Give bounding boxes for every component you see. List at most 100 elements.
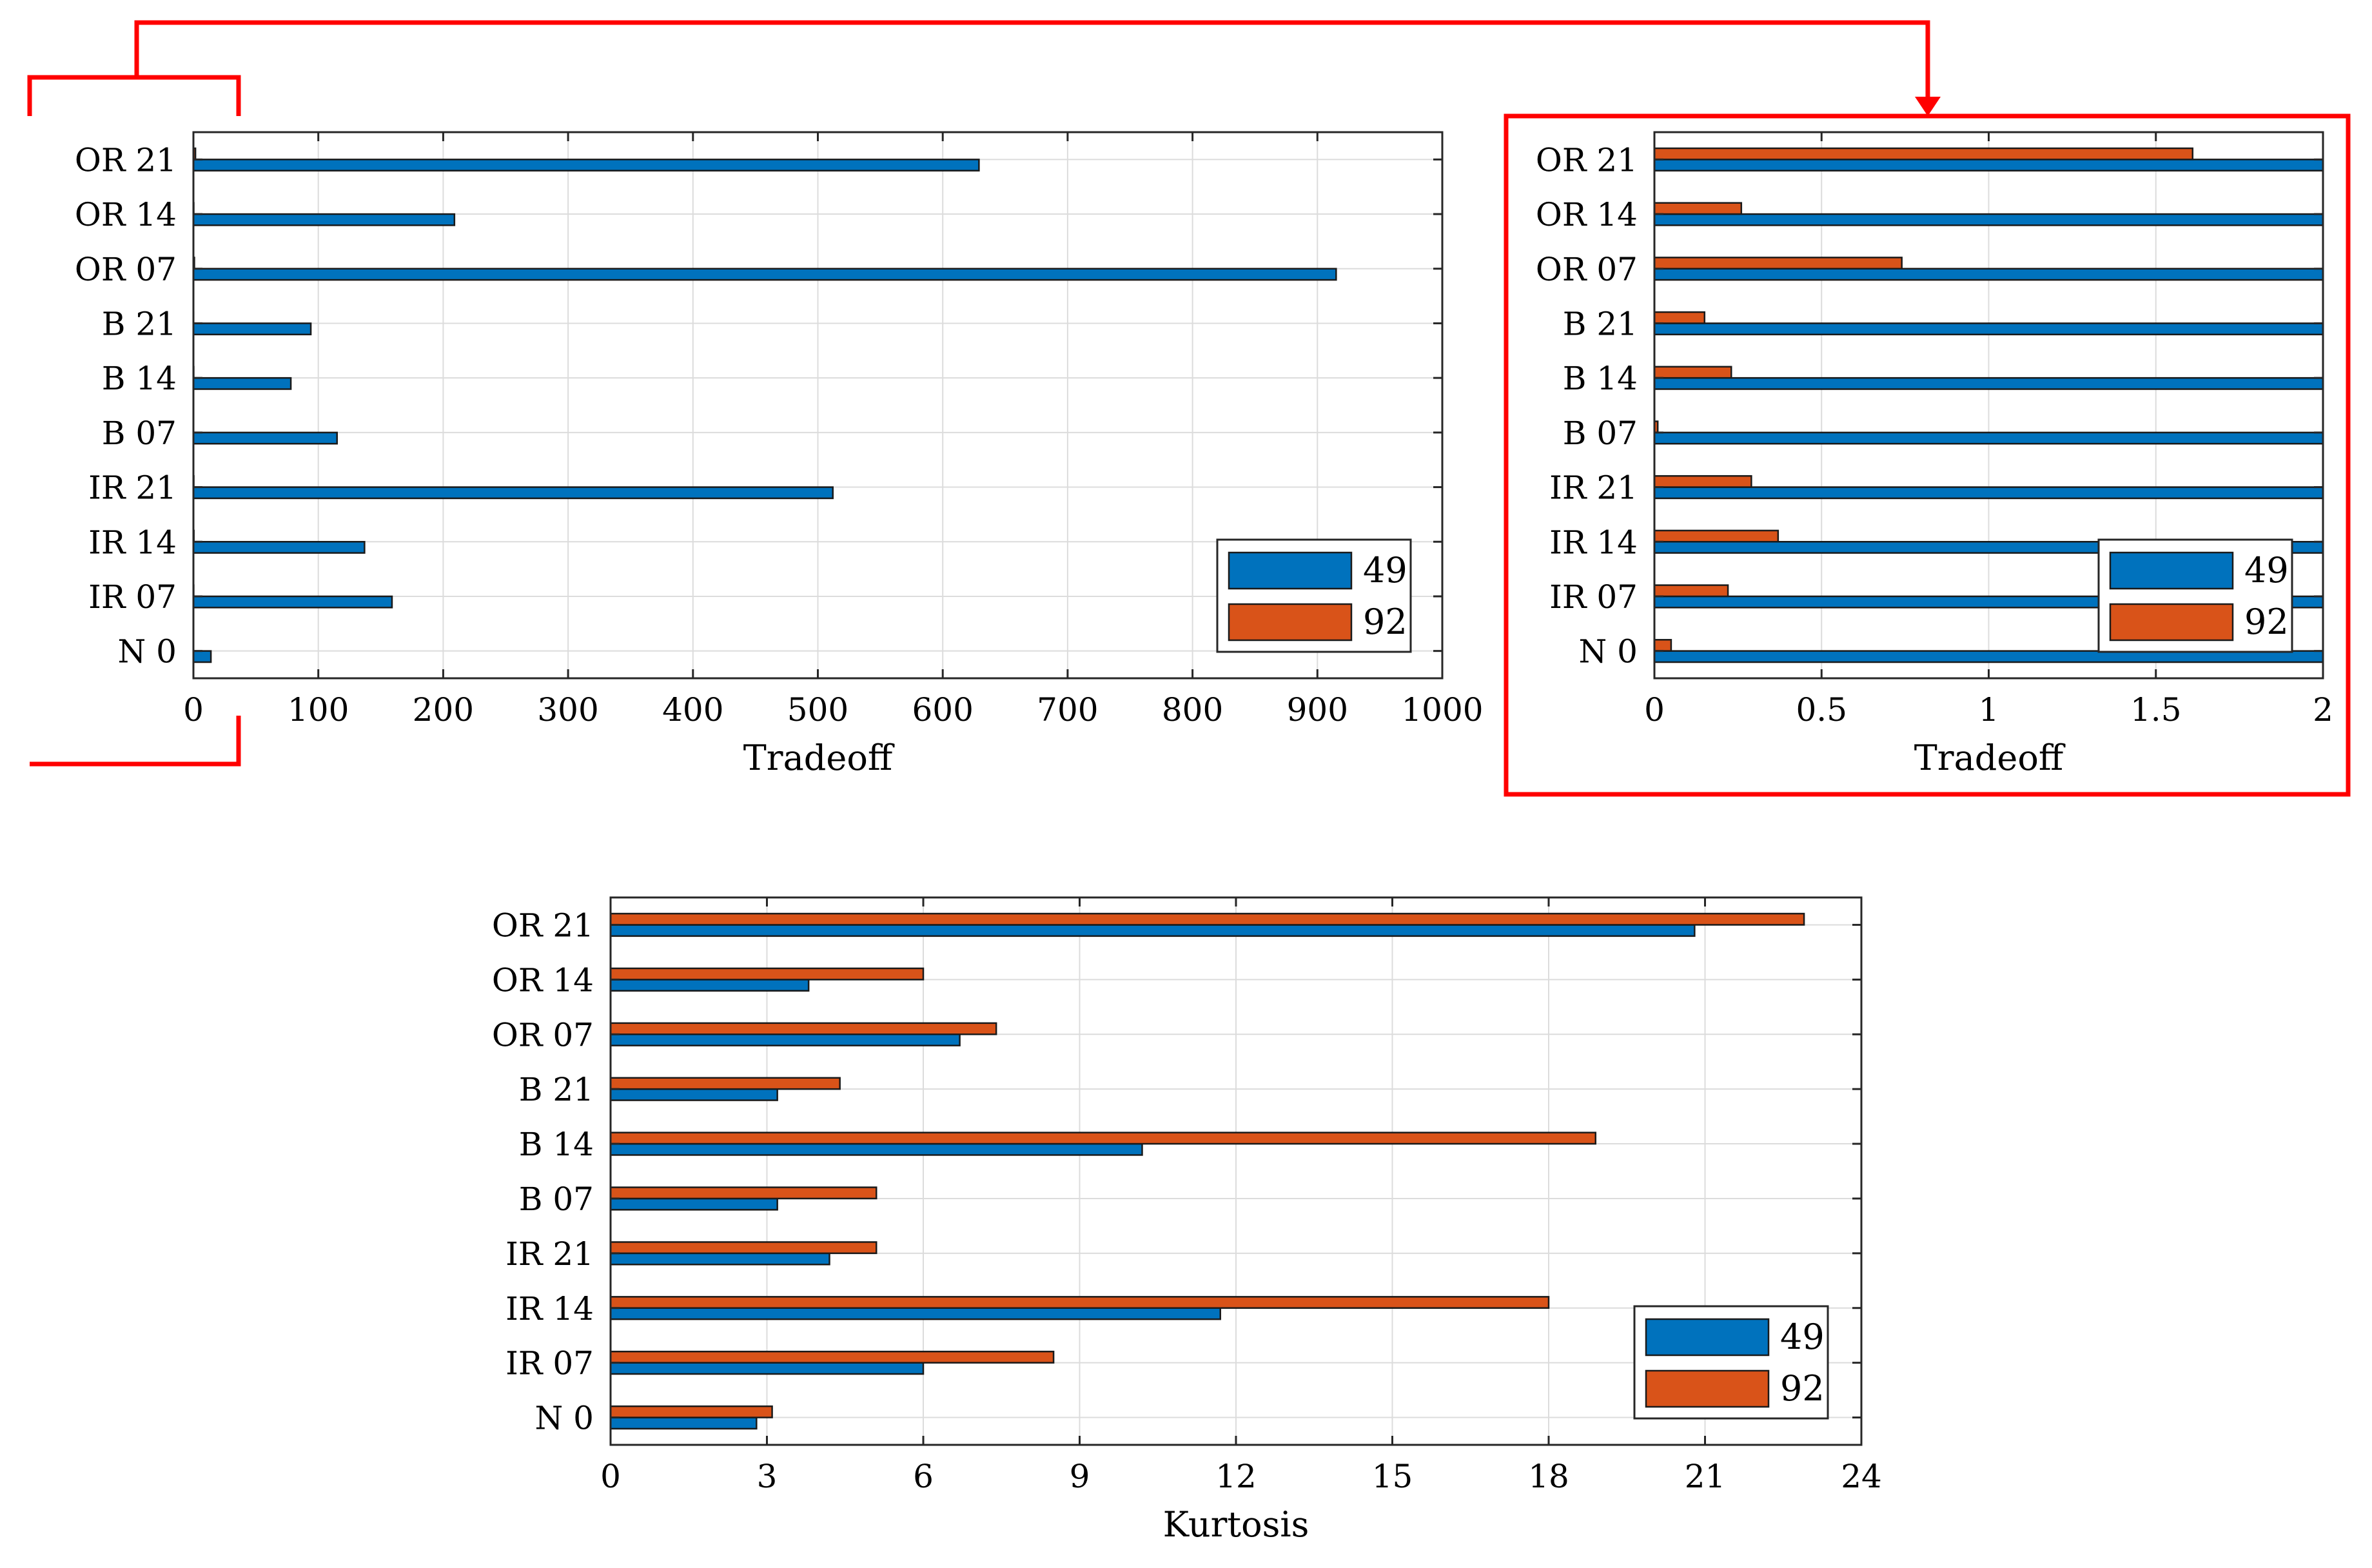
bar-49-B-21 [193,323,311,334]
bar-92-B-21 [611,1078,840,1089]
x-tick-label: 1.5 [2130,691,2182,729]
bar-49-B-07 [611,1199,778,1210]
y-tick-label: B 07 [519,1181,594,1218]
y-tick-label: B 14 [1563,360,1638,397]
bar-92-IR-21 [611,1242,876,1253]
bar-49-B-14 [1654,378,2323,389]
y-tick-label: OR 14 [1536,196,1638,233]
bar-92-OR-14 [611,968,923,979]
bar-92-N-0 [611,1406,772,1417]
legend-swatch-49 [2110,553,2233,589]
bar-49-OR-07 [193,269,1336,280]
x-tick-label: 0 [1644,691,1665,729]
bar-92-IR-14 [611,1297,1549,1308]
y-tick-label: IR 14 [1549,524,1638,561]
x-tick-label: 9 [1070,1458,1090,1495]
bar-49-OR-14 [611,979,809,990]
y-tick-label: B 14 [102,360,177,397]
y-tick-label: OR 21 [1536,141,1638,179]
bar-49-IR-14 [193,542,364,553]
y-tick-label: B 14 [519,1126,594,1163]
x-tick-label: 300 [537,691,598,729]
bar-92-IR-07 [1654,585,1728,596]
bar-49-B-07 [1654,433,2323,444]
legend-label-92: 92 [1363,602,1407,642]
bar-49-OR-07 [1654,269,2323,280]
bar-92-OR-21 [611,914,1804,925]
x-tick-label: 700 [1037,691,1098,729]
bar-92-OR-21 [1654,148,2193,159]
legend-label-92: 92 [1780,1368,1825,1409]
y-tick-label: IR 14 [88,524,177,561]
zoom-bracket-top [30,77,239,116]
y-tick-label: IR 21 [88,469,177,507]
bar-49-B-21 [611,1089,778,1100]
legend-label-49: 49 [2244,550,2289,591]
y-tick-label: OR 14 [75,196,177,233]
bar-49-B-14 [193,378,291,389]
bar-92-B-21 [1654,312,1705,323]
y-tick-label: B 07 [102,415,177,452]
legend-swatch-92 [2110,604,2233,640]
y-tick-label: IR 14 [505,1290,594,1328]
y-tick-label: IR 07 [505,1345,594,1382]
y-tick-label: B 21 [102,305,177,342]
bar-49-N-0 [193,651,211,662]
y-tick-label: B 21 [519,1071,594,1108]
y-tick-label: B 21 [1563,305,1638,342]
bar-92-N-0 [1654,640,1671,651]
bar-49-B-07 [193,433,337,444]
x-axis-label: Tradeoff [743,738,895,778]
x-tick-label: 100 [288,691,349,729]
bar-49-OR-21 [193,159,979,170]
y-tick-label: IR 21 [1549,469,1638,507]
x-tick-label: 24 [1841,1458,1882,1495]
x-tick-label: 1000 [1401,691,1483,729]
legend-label-49: 49 [1363,550,1407,591]
x-tick-label: 0 [183,691,204,729]
legend-swatch-49 [1646,1319,1769,1355]
x-tick-label: 12 [1215,1458,1257,1495]
x-tick-label: 6 [913,1458,934,1495]
bar-49-OR-21 [1654,159,2323,170]
bar-92-B-14 [1654,367,1731,378]
y-tick-label: IR 21 [505,1235,594,1273]
x-tick-label: 900 [1287,691,1348,729]
x-tick-label: 200 [413,691,474,729]
y-tick-label: N 0 [118,633,177,671]
bar-49-B-14 [611,1144,1142,1155]
bar-92-IR-07 [611,1351,1054,1362]
y-tick-label: IR 07 [88,578,177,616]
bar-49-IR-07 [611,1363,923,1374]
y-tick-label: OR 07 [75,251,177,288]
bar-92-OR-07 [611,1023,996,1034]
y-tick-label: OR 21 [75,141,177,179]
y-tick-label: N 0 [1579,633,1638,671]
bar-49-IR-07 [193,596,392,607]
zoom-arrow-head [1915,97,1941,116]
bar-92-IR-21 [1654,476,1751,487]
y-tick-label: OR 07 [1536,251,1638,288]
x-tick-label: 18 [1528,1458,1569,1495]
bar-92-B-07 [611,1188,876,1199]
legend-label-92: 92 [2244,602,2289,642]
bar-49-N-0 [611,1418,756,1429]
y-tick-label: OR 21 [492,906,594,944]
bar-49-OR-14 [1654,214,2323,225]
bar-92-OR-07 [1654,257,1902,268]
legend-swatch-92 [1229,604,1351,640]
y-tick-label: N 0 [535,1400,594,1437]
bar-92-IR-14 [1654,531,1778,542]
x-tick-label: 0 [600,1458,621,1495]
bar-49-IR-21 [611,1253,830,1264]
x-tick-label: 1 [1979,691,1999,729]
y-tick-label: OR 14 [492,961,594,999]
bar-92-B-14 [611,1133,1596,1144]
bar-49-IR-21 [193,487,833,498]
x-tick-label: 3 [757,1458,778,1495]
